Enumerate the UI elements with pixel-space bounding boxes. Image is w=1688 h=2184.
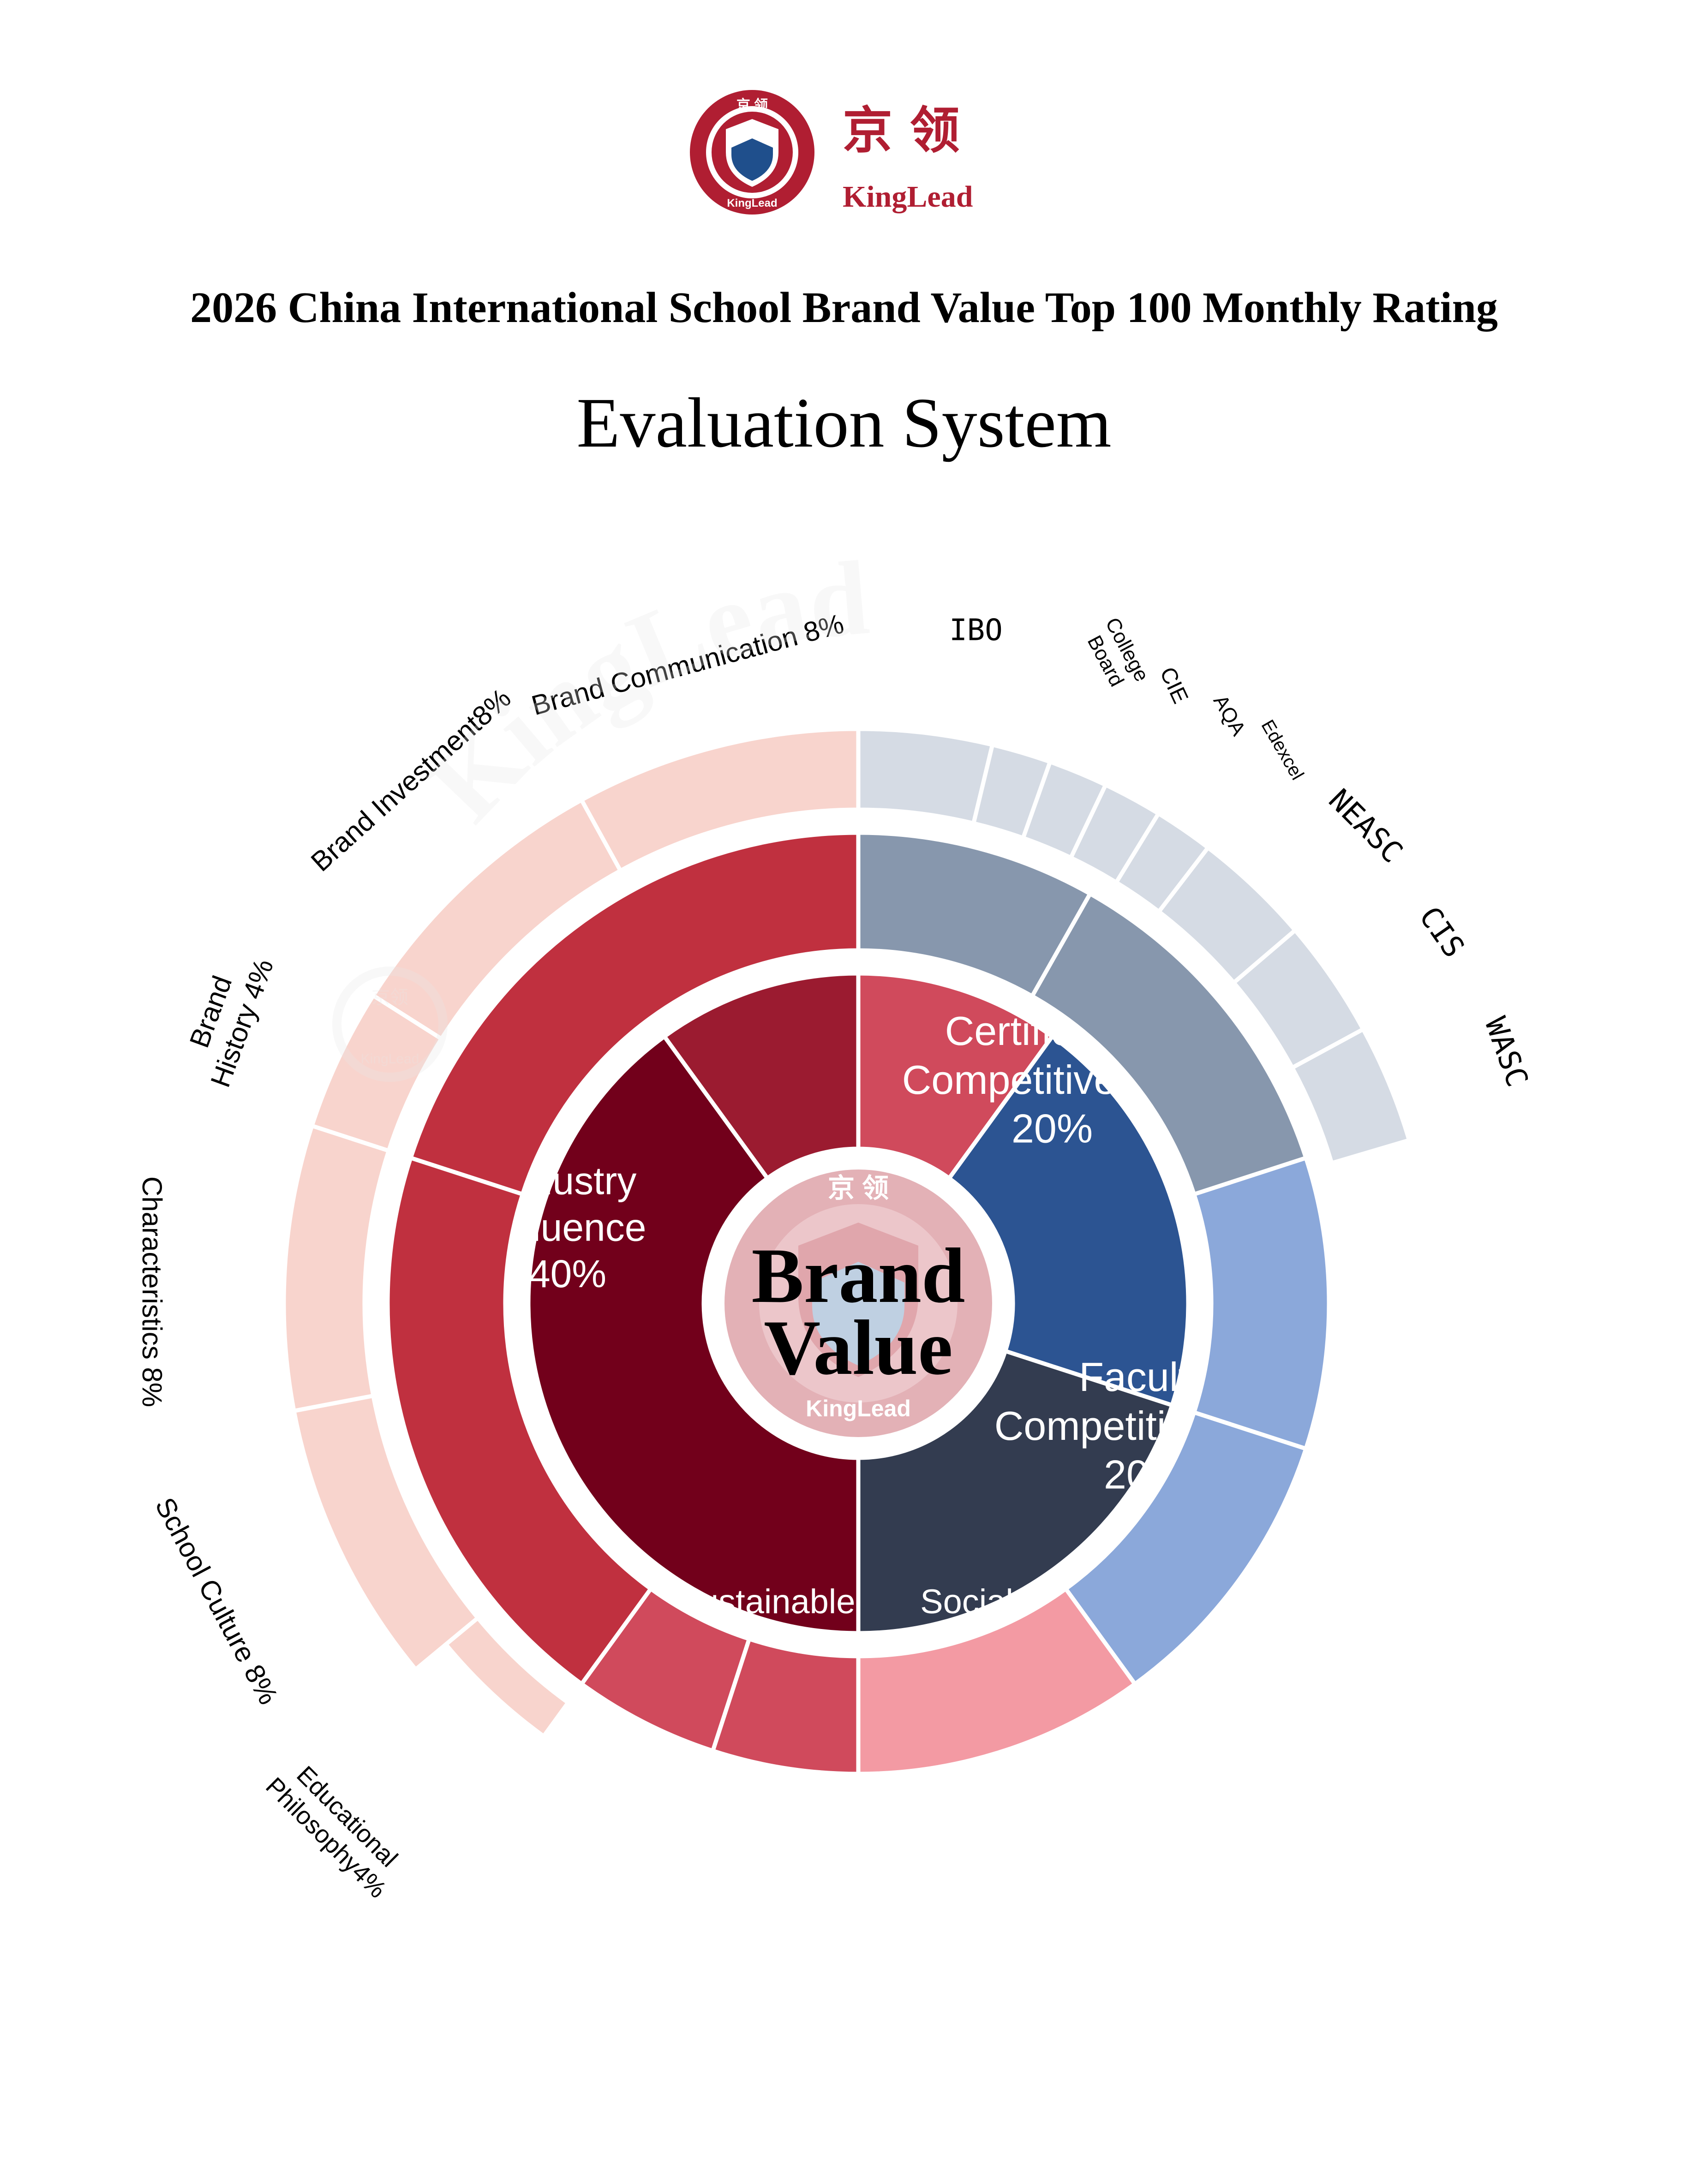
middle-segment-international-mainstream-exam-committees-11 <box>856 830 1093 999</box>
outer-segment-brand-history-4 <box>309 992 444 1154</box>
outer-label-educational-philosophy4: EducationalPhilosophy4% <box>260 1751 413 1904</box>
outer-label-ibo: IBO <box>949 613 1003 647</box>
inner-segment-sustainable-operations <box>661 971 861 1182</box>
inner-segment-certification-competitiveness <box>856 1348 1175 1635</box>
outer-label-cis-line-1: CIS <box>1412 901 1471 964</box>
outer-label-cie: CIE <box>1155 663 1193 707</box>
outer-label-wasc-line-1: WASC <box>1478 1013 1534 1091</box>
outer-label-school-culture-8: School Culture 8% <box>149 1492 284 1709</box>
outer-label-edexcel-line-1: Edexcel <box>1257 716 1308 783</box>
center-seal-en: KingLead <box>806 1396 911 1421</box>
inner-label-social-influence-line-1: Social <box>920 1582 1013 1621</box>
outer-label-school-culture-8-line-1: School Culture 8% <box>149 1492 284 1709</box>
outer-label-characteristics-8: Characteristics 8% <box>137 1176 168 1407</box>
middle-segment-industry-experts-evaluation-20 <box>408 830 861 1197</box>
outer-label-aqa: AQA <box>1209 691 1250 740</box>
inner-label-industry-influence-line-3: 40% <box>529 1252 606 1295</box>
logo-english-name: KingLead <box>843 180 973 214</box>
outer-label-aqa-line-1: AQA <box>1209 691 1250 740</box>
watermark-seal-en: KingLead <box>361 1051 419 1067</box>
logo-seal-cn: 京 领 <box>736 97 768 113</box>
center-hub: 京 领 KingLead Brand Value <box>712 1157 1005 1450</box>
logo-chinese-name: 京 领 <box>843 102 960 160</box>
outer-label-ibo-line-1: IBO <box>949 613 1003 647</box>
middle-label-faculty-student-ratio-10: Faculty-StudentRatio 10% <box>1401 1246 1497 1448</box>
outer-segment-ibo <box>856 727 995 826</box>
outer-label-edexcel: Edexcel <box>1257 716 1308 783</box>
page-title: 2026 China International School Brand Va… <box>190 284 1498 332</box>
middle-segment-financial-soundness-5 <box>710 1636 861 1776</box>
middle-segment-faculty-student-ratio-10 <box>1191 1155 1331 1451</box>
middle-label-parents-comments10: Parents' Comments10% <box>814 1857 1133 1940</box>
middle-segment-team-stability-5 <box>579 1586 752 1754</box>
outer-segment-brand-investment8 <box>370 797 623 1042</box>
kinglead-logo-icon: 京 领 KingLead <box>690 90 814 215</box>
header: 京 领 KingLead 京 领 KingLead 2026 China Int… <box>190 90 1498 462</box>
watermark-seal-cn: 京领 <box>371 987 408 1008</box>
outer-label-cis: CIS <box>1412 901 1471 964</box>
center-title-value: Value <box>764 1304 952 1391</box>
outer-label-neasc: NEASC <box>1322 783 1409 870</box>
watermark-seal-icon <box>332 967 448 1082</box>
middle-label-proportion-of-highly-educated-faculties-10-line-1: Proportion of Highly Educated <box>1222 1548 1443 1846</box>
inner-label-certification-competitiveness-line-3: 20% <box>1012 1105 1093 1151</box>
outer-label-wasc: WASC <box>1478 1013 1534 1091</box>
outer-segment-school-culture-8 <box>291 1393 481 1672</box>
middle-segment-academic-experts-scholars-evaluation-20 <box>385 1155 654 1687</box>
outer-segment-characteristics-8 <box>281 1123 392 1414</box>
inner-segment-industry-influence <box>526 1033 861 1635</box>
middle-label-parents-comments10-line-1: Parents' Comments10% <box>814 1857 1133 1940</box>
inner-segment-social-influence <box>856 971 1055 1182</box>
center-title-brand: Brand <box>752 1232 965 1319</box>
outer-label-cie-line-1: CIE <box>1155 663 1193 707</box>
center-seal-cn: 京 领 <box>828 1173 889 1203</box>
inner-segment-faculty-competitiveness <box>946 1033 1191 1408</box>
page-subtitle: Evaluation System <box>576 384 1111 462</box>
logo-seal-en: KingLead <box>727 197 777 209</box>
inner-label-faculty-competitiveness-line-1: Faculty <box>1079 1354 1210 1400</box>
outer-segment-wasc <box>1289 1026 1412 1166</box>
outer-label-college-board: CollegeBoard <box>1079 614 1153 697</box>
middle-label-team-stability-5: TeamStability 5% <box>518 1810 686 1927</box>
outer-label-brand-history-4: BrandHistory 4% <box>174 943 280 1091</box>
middle-segment-parents-comments10 <box>856 1586 1138 1776</box>
middle-segment-international-mainstream-certification-organization9 <box>1029 891 1309 1197</box>
outer-label-neasc-line-1: NEASC <box>1322 783 1409 870</box>
inner-label-sustainable-operations-line-1: Sustainable <box>677 1582 856 1621</box>
outer-label-characteristics-8-line-1: Characteristics 8% <box>137 1176 168 1407</box>
middle-segment-proportion-of-highly-educated-faculties-10 <box>1063 1409 1309 1687</box>
outer-segment-educational-philosophy4 <box>443 1615 571 1739</box>
center-shield-inner <box>812 1262 904 1366</box>
